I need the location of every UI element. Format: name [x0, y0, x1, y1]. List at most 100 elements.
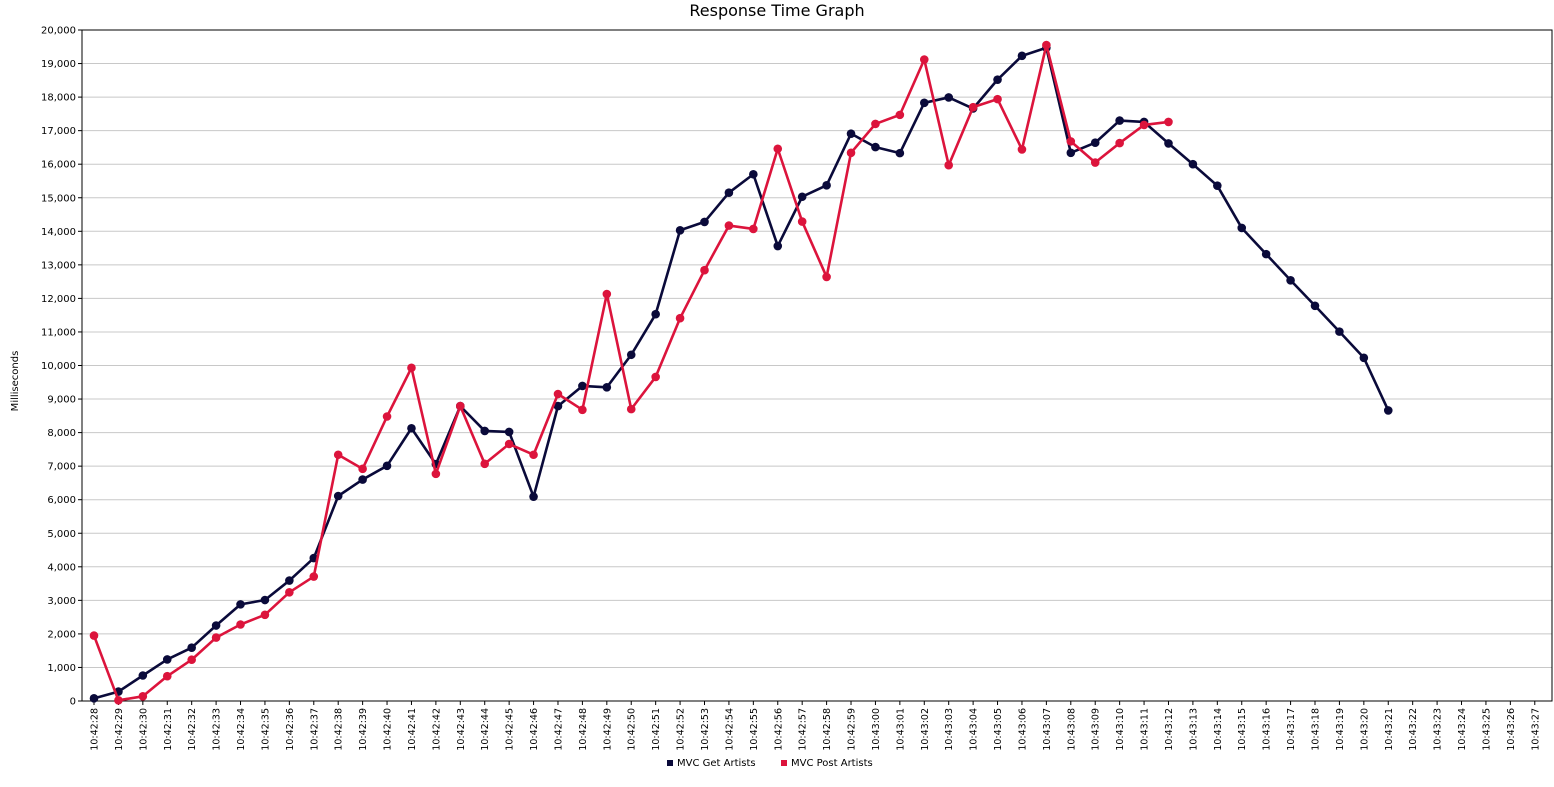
data-point — [553, 389, 563, 399]
x-tick-label: 10:43:08 — [1066, 708, 1077, 751]
data-point — [797, 192, 807, 202]
x-tick-label: 10:42:31 — [163, 708, 174, 751]
data-point — [651, 372, 660, 382]
legend: MVC Get Artists MVC Post Artists — [667, 758, 873, 769]
x-tick-label: 10:42:40 — [383, 708, 394, 751]
x-tick-label: 10:42:53 — [700, 708, 711, 751]
x-tick-label: 10:42:36 — [285, 708, 296, 751]
legend-label: MVC Get Artists — [677, 758, 756, 769]
data-point — [1237, 223, 1247, 233]
data-point — [602, 289, 612, 299]
data-point — [89, 631, 99, 640]
data-point — [358, 475, 367, 484]
data-point — [773, 241, 783, 251]
data-point — [382, 461, 392, 471]
data-point — [114, 696, 123, 705]
x-tick-label: 10:43:16 — [1262, 708, 1273, 751]
data-point — [309, 572, 319, 581]
x-tick-label: 10:42:35 — [260, 708, 271, 751]
x-tick-label: 10:43:21 — [1384, 708, 1395, 751]
y-tick-label: 13,000 — [41, 260, 76, 271]
data-point — [1139, 120, 1149, 130]
data-point — [211, 621, 221, 630]
data-point — [749, 224, 758, 234]
data-point — [138, 692, 148, 701]
data-point — [651, 309, 660, 319]
x-tick-label: 10:43:12 — [1164, 708, 1175, 751]
y-tick-label: 20,000 — [41, 26, 76, 37]
grid-layer — [82, 63, 1552, 668]
x-tick-label: 10:43:00 — [871, 708, 882, 751]
x-tick-label: 10:42:45 — [505, 708, 516, 751]
x-tick-label: 10:42:46 — [529, 708, 540, 751]
x-tick-label: 10:42:51 — [651, 708, 662, 751]
x-tick-label: 10:42:33 — [212, 708, 223, 751]
x-tick-label: 10:42:43 — [456, 708, 467, 751]
data-point — [919, 55, 929, 64]
y-axis-label: Milliseconds — [10, 351, 21, 412]
x-tick-label: 10:42:39 — [358, 708, 369, 751]
x-tick-label: 10:42:55 — [749, 708, 760, 751]
legend-item: MVC Post Artists — [781, 758, 873, 769]
data-point — [431, 469, 441, 479]
x-tick-label: 10:43:26 — [1506, 708, 1517, 751]
data-point — [602, 383, 612, 392]
x-tick-label: 10:42:41 — [407, 708, 418, 751]
x-tick-label: 10:43:20 — [1359, 708, 1370, 751]
data-point — [724, 188, 734, 198]
data-point — [529, 492, 538, 501]
y-tick-label: 10,000 — [41, 361, 76, 372]
data-point — [504, 439, 514, 449]
data-point — [871, 119, 880, 129]
legend-label: MVC Post Artists — [791, 758, 873, 769]
data-point — [1017, 51, 1027, 61]
x-tick-label: 10:42:29 — [114, 708, 125, 751]
data-point — [1066, 148, 1076, 158]
data-point — [187, 643, 196, 652]
data-point — [211, 633, 221, 642]
data-point — [480, 426, 490, 436]
x-tick-label: 10:43:03 — [944, 708, 955, 751]
y-tick-label: 17,000 — [41, 126, 76, 137]
data-point — [993, 94, 1002, 104]
data-point — [236, 600, 245, 609]
data-point — [456, 401, 465, 411]
data-point — [407, 423, 416, 433]
x-tick-label: 10:42:30 — [138, 708, 149, 751]
data-point — [1286, 275, 1295, 285]
data-point — [89, 694, 99, 703]
data-point — [626, 404, 636, 414]
x-tick-label: 10:43:22 — [1408, 708, 1419, 751]
data-point — [187, 655, 196, 665]
series-mvc-get-artists — [89, 43, 1393, 703]
data-point — [529, 450, 538, 460]
data-point — [162, 671, 172, 681]
series-layer — [89, 40, 1393, 705]
data-point — [260, 595, 270, 605]
x-tick-label: 10:43:11 — [1140, 708, 1151, 751]
y-tick-label: 6,000 — [47, 495, 76, 506]
y-tick-label: 19,000 — [41, 59, 76, 70]
data-point — [333, 491, 343, 501]
data-point — [1261, 249, 1271, 259]
data-point — [1359, 353, 1369, 363]
x-tick-label: 10:43:18 — [1311, 708, 1322, 751]
x-tick-label: 10:43:23 — [1433, 708, 1444, 751]
data-point — [1310, 301, 1320, 311]
x-tick-label: 10:42:47 — [553, 708, 564, 751]
data-point — [749, 169, 758, 179]
data-point — [724, 221, 734, 230]
y-tick-label: 5,000 — [47, 529, 76, 540]
data-point — [944, 93, 953, 102]
x-tick-label: 10:43:07 — [1042, 708, 1053, 751]
data-point — [578, 405, 587, 415]
x-tick-label: 10:43:27 — [1530, 708, 1541, 751]
x-tick-label: 10:43:02 — [920, 708, 931, 751]
x-tick-label: 10:42:54 — [724, 708, 735, 751]
x-tick-label: 10:43:15 — [1237, 708, 1248, 751]
legend-swatch — [667, 760, 673, 766]
y-tick-label: 4,000 — [47, 562, 76, 573]
y-tick-label: 3,000 — [47, 596, 76, 607]
